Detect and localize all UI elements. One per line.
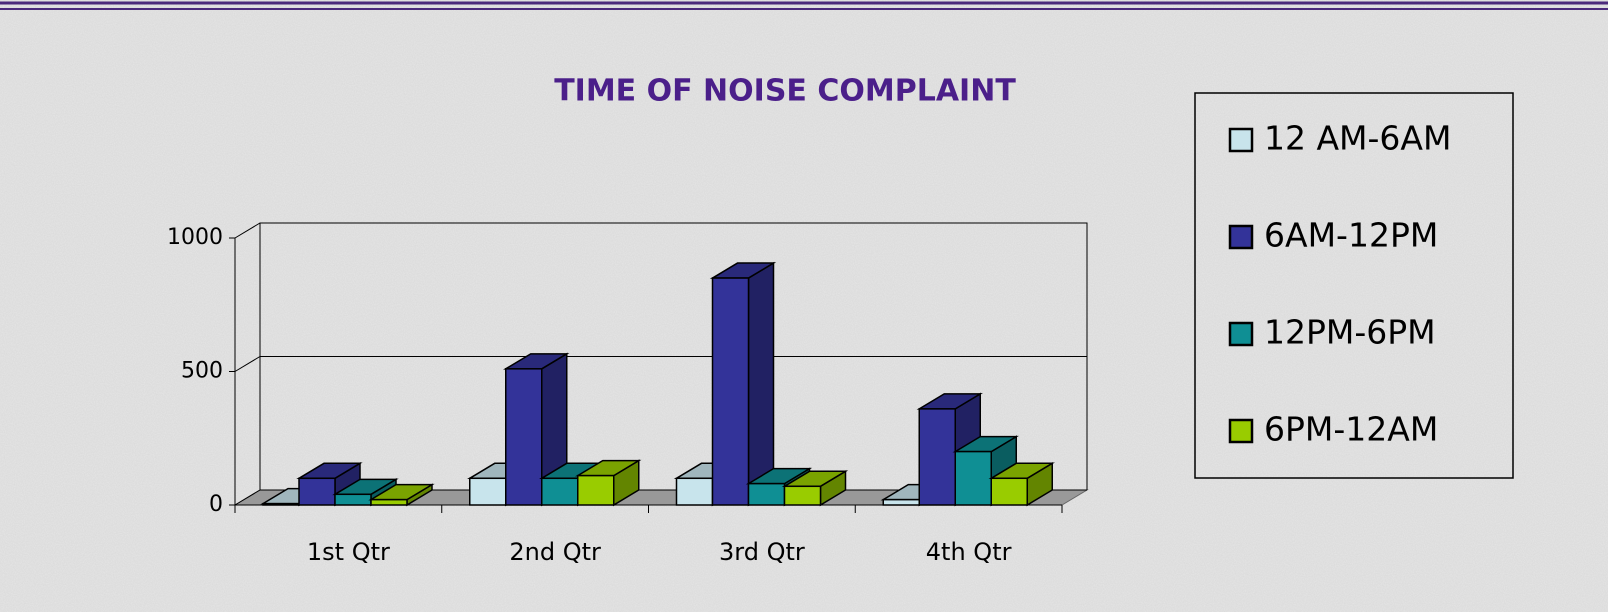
bar	[747, 482, 786, 506]
bar	[298, 477, 336, 506]
bar	[954, 450, 992, 506]
legend-label: 12PM-6PM	[1264, 313, 1436, 352]
legend-label: 6PM-12AM	[1264, 410, 1438, 449]
legend-swatch	[1228, 418, 1254, 444]
x-tick-label: 1st Qtr	[307, 538, 390, 566]
legend-swatch	[1228, 321, 1254, 347]
bar	[783, 485, 822, 506]
legend-box	[1194, 92, 1514, 479]
grid-line	[234, 356, 261, 372]
bar	[334, 493, 372, 506]
bar	[675, 477, 714, 506]
bar	[577, 474, 615, 506]
bar	[541, 477, 579, 506]
chart-title: TIME OF NOISE COMPLAINT	[554, 74, 1016, 109]
bar	[990, 477, 1028, 506]
x-tick-label: 2nd Qtr	[509, 538, 601, 566]
bar	[469, 477, 507, 506]
x-tick-label: 3rd Qtr	[719, 538, 805, 566]
bar	[882, 498, 920, 506]
bar	[711, 277, 750, 506]
legend-label: 12 AM-6AM	[1264, 119, 1451, 158]
grid-line	[234, 489, 261, 506]
y-tick-label: 500	[181, 359, 223, 384]
legend-swatch	[1228, 127, 1254, 153]
bar-side	[747, 261, 775, 507]
y-tick-label: 1000	[167, 225, 223, 250]
legend-swatch	[1228, 224, 1254, 250]
bar	[505, 368, 543, 506]
bar	[918, 408, 956, 506]
bar	[370, 498, 408, 506]
x-tick-label: 4th Qtr	[926, 538, 1012, 566]
bar	[262, 502, 300, 506]
grid-line	[234, 222, 261, 239]
legend-label: 6AM-12PM	[1264, 216, 1438, 255]
y-tick-label: 0	[209, 492, 223, 517]
